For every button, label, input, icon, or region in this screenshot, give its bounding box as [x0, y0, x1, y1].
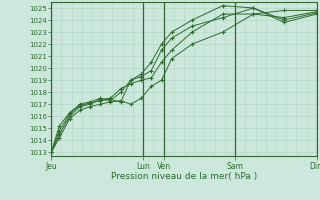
X-axis label: Pression niveau de la mer( hPa ): Pression niveau de la mer( hPa ) — [111, 172, 257, 181]
